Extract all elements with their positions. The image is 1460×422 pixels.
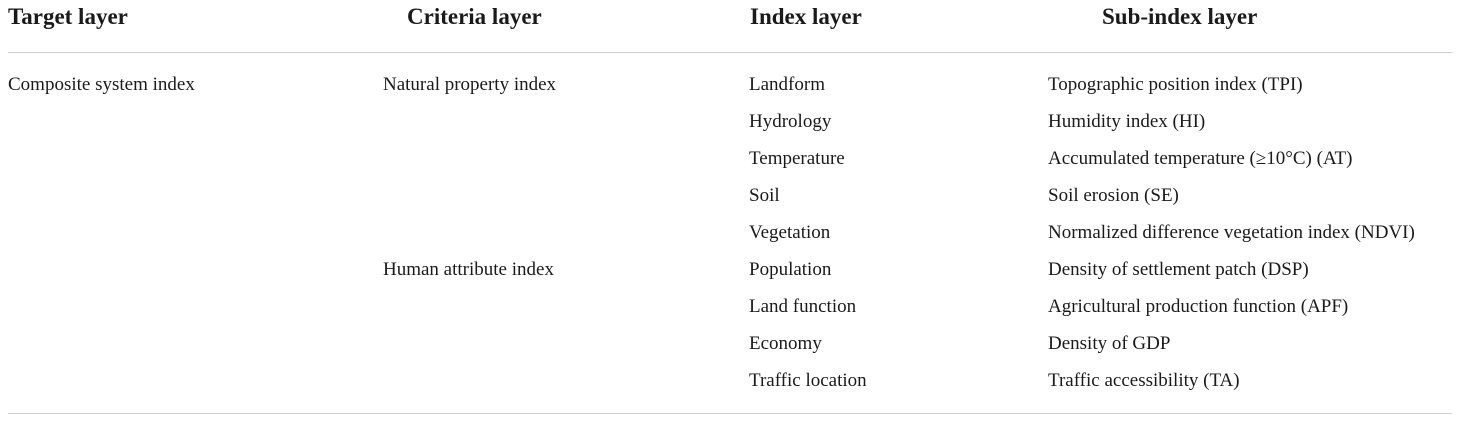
index-cell: Vegetation (749, 222, 831, 243)
subindex-cell: Normalized difference vegetation index (… (1048, 222, 1415, 243)
subindex-cell: Density of GDP (1048, 333, 1171, 354)
index-cell: Traffic location (749, 370, 867, 391)
index-cell: Economy (749, 333, 822, 354)
header-target-layer: Target layer (8, 4, 128, 29)
index-cell: Land function (749, 296, 857, 317)
subindex-cell: Density of settlement patch (DSP) (1048, 259, 1309, 280)
index-table: Target layer Criteria layer Index layer … (8, 0, 1452, 414)
header-sub-index-layer: Sub-index layer (1102, 4, 1258, 29)
index-cell: Landform (749, 74, 825, 95)
target-cell: Composite system index (8, 74, 195, 95)
table-body: Composite system index Natural property … (8, 53, 1452, 414)
index-cell: Soil (749, 185, 780, 206)
subindex-cell: Topographic position index (TPI) (1048, 74, 1303, 95)
index-cell: Hydrology (749, 111, 832, 132)
subindex-cell: Soil erosion (SE) (1048, 185, 1179, 206)
index-cell: Temperature (749, 148, 845, 169)
subindex-cell: Traffic accessibility (TA) (1048, 370, 1240, 391)
criteria-cell: Human attribute index (383, 259, 554, 280)
index-cell: Population (749, 259, 832, 280)
header-criteria-layer: Criteria layer (407, 4, 542, 29)
subindex-cell: Agricultural production function (APF) (1048, 296, 1349, 317)
subindex-cell: Accumulated temperature (≥10°C) (AT) (1048, 148, 1353, 169)
header-index-layer: Index layer (750, 4, 862, 29)
subindex-cell: Humidity index (HI) (1048, 111, 1206, 132)
table-header-row: Target layer Criteria layer Index layer … (8, 0, 1452, 53)
criteria-cell: Natural property index (383, 74, 557, 95)
